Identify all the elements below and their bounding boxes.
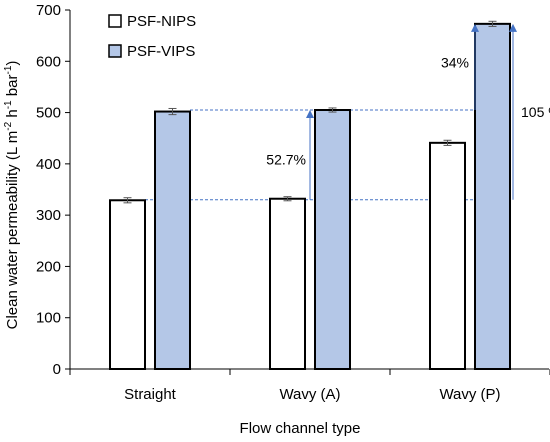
x-tick-label: Straight [124,386,177,403]
legend-label-1: PSF-VIPS [127,43,195,60]
y-tick-label: 600 [36,53,61,70]
bar-psf-vips-0 [154,110,191,370]
y-axis-title-sup2: -1 [3,100,14,109]
x-tick-label: Wavy (A) [279,386,340,403]
y-axis-title-end: ) [4,61,21,66]
y-axis-title-sup1: -2 [3,121,14,130]
y-axis-title-mid2: bar [4,75,21,101]
increase-label-0: 52.7% [266,151,306,167]
bar-psf-nips-1 [269,197,306,370]
y-axis-title-mid1: h [4,109,21,122]
bar-psf-nips-2 [429,141,466,370]
y-tick-label: 400 [36,156,61,173]
y-tick-label: 300 [36,207,61,224]
bar-psf-nips-0 [109,199,146,370]
legend-swatch-1 [108,44,122,58]
x-tick-label: Wavy (P) [439,386,500,403]
bar-psf-vips-2 [474,22,511,371]
y-axis-title-sup3: -1 [3,65,14,74]
y-tick-label: 0 [53,361,61,378]
legend-swatch-0 [108,14,122,28]
bar-psf-vips-1 [314,109,351,370]
y-axis-title: Clean water permeability (L m-2 h-1 bar-… [3,61,21,330]
y-tick-label: 100 [36,310,61,327]
increase-label-1: 34% [441,55,469,71]
y-tick-label: 200 [36,258,61,275]
y-tick-label: 500 [36,105,61,122]
x-axis-title: Flow channel type [240,420,361,437]
legend-label-0: PSF-NIPS [127,13,196,30]
y-axis-title-main: Clean water permeability (L m [4,131,21,330]
y-tick-label: 700 [36,2,61,19]
increase-label-2: 105 % [521,104,550,120]
